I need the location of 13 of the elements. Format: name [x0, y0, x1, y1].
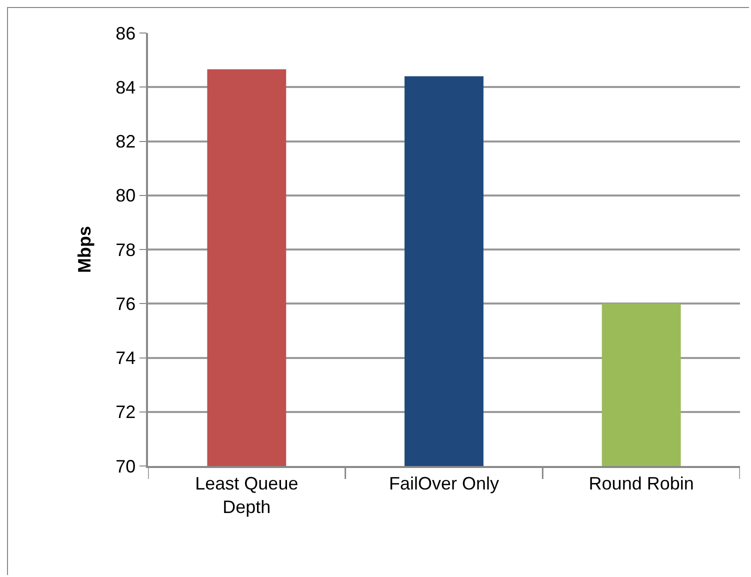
y-tick-label: 80: [116, 186, 136, 206]
y-tick-label: 78: [116, 240, 136, 260]
x-tick-label: Round Robin: [588, 473, 694, 494]
y-tick-label: 74: [116, 348, 136, 368]
y-tick-label: 70: [116, 456, 136, 476]
y-tick-label: 82: [116, 132, 136, 152]
y-axis-title: Mbps: [74, 226, 94, 273]
x-tick-label: FailOver Only: [388, 473, 500, 494]
y-tick-label: 84: [116, 77, 136, 98]
y-tick-label: 86: [116, 23, 136, 44]
x-tick-label: Least Queue Depth: [195, 473, 298, 517]
y-tick-label: 76: [116, 294, 136, 314]
y-tick-label: 72: [116, 402, 136, 422]
